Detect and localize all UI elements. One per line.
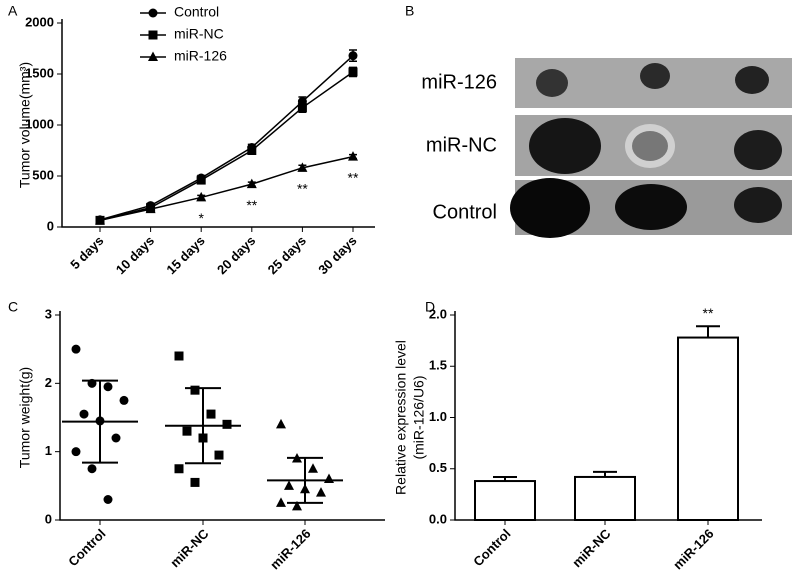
point — [348, 51, 358, 61]
x-tick-label: miR-126 — [670, 526, 716, 572]
point — [79, 409, 89, 419]
y-tick-label: 2 — [45, 375, 52, 390]
point — [119, 395, 129, 405]
y-tick-label: 0.0 — [429, 511, 447, 526]
bar — [474, 480, 536, 521]
y-tick-label: 2.0 — [429, 306, 447, 321]
point — [214, 450, 224, 460]
panel-label: D — [425, 299, 435, 315]
x-tick-label: 15 days — [163, 233, 207, 277]
point — [103, 382, 113, 392]
point — [196, 191, 207, 202]
panel-label: B — [405, 3, 414, 19]
point — [103, 495, 113, 504]
point — [174, 464, 184, 474]
x-tick-label: 25 days — [265, 233, 309, 277]
series-line — [99, 155, 354, 222]
legend-label: Control — [174, 4, 219, 20]
y-tick-label: 500 — [32, 167, 54, 182]
point — [308, 463, 318, 473]
y-tick-label: 0.5 — [429, 460, 447, 475]
x-tick-label: miR-NC — [167, 526, 212, 571]
sd-bar — [287, 456, 323, 504]
panel-label: C — [8, 299, 18, 315]
point — [222, 419, 232, 429]
point — [297, 103, 307, 113]
point — [190, 477, 200, 487]
point — [182, 426, 192, 436]
point — [145, 203, 156, 214]
bar — [574, 475, 636, 522]
bar — [677, 336, 739, 521]
y-axis-label: Tumor volume(mm³) — [17, 62, 33, 188]
point — [246, 178, 257, 189]
x-tick-label: 30 days — [315, 233, 359, 277]
point — [247, 146, 257, 155]
point — [276, 497, 286, 507]
legend-label: miR-NC — [174, 26, 224, 42]
row-label: miR-NC — [426, 134, 497, 156]
row-label: Control — [433, 201, 497, 223]
y-tick-label: 1 — [45, 443, 52, 458]
y-axis-label: Tumor weight(g) — [17, 367, 33, 468]
panel-label: A — [8, 3, 18, 19]
point — [297, 162, 308, 172]
point — [71, 344, 81, 354]
point — [87, 464, 97, 474]
point — [71, 447, 81, 457]
legend-marker — [148, 51, 158, 61]
x-tick-label: miR-126 — [267, 526, 313, 572]
y-tick-label: 1000 — [25, 116, 54, 131]
series-line — [99, 71, 354, 222]
point — [196, 175, 206, 185]
annotation: ** — [348, 169, 359, 185]
y-tick-label: 0 — [45, 511, 52, 526]
photo — [510, 58, 792, 238]
point — [206, 409, 216, 419]
series-line — [99, 55, 354, 221]
x-tick-label: 5 days — [67, 233, 106, 272]
y-tick-label: 1.5 — [429, 358, 447, 373]
x-tick-label: miR-NC — [569, 526, 614, 571]
sd-bar — [185, 387, 221, 465]
point — [284, 480, 294, 490]
x-tick-label: 10 days — [113, 233, 157, 277]
annotation: ** — [297, 181, 308, 197]
y-tick-label: 2000 — [25, 14, 54, 29]
legend-marker — [148, 8, 158, 18]
x-tick-label: Control — [65, 526, 108, 569]
point — [276, 418, 286, 429]
annotation: ** — [246, 197, 257, 213]
y-tick-label: 1500 — [25, 65, 54, 80]
point — [174, 351, 184, 361]
point — [95, 214, 105, 225]
point — [292, 500, 302, 511]
point — [348, 67, 358, 77]
error-bar — [696, 325, 720, 338]
point — [316, 487, 326, 497]
y-tick-label: 1.0 — [429, 409, 447, 424]
x-tick-label: 20 days — [214, 233, 258, 277]
legend-marker — [148, 30, 158, 40]
x-tick-label: Control — [470, 526, 513, 569]
y-axis-label: Relative expression level — [393, 340, 409, 495]
axis — [59, 311, 385, 521]
point — [190, 385, 200, 395]
y-axis-label: (miR-126/U6) — [411, 375, 427, 459]
sd-bar — [82, 379, 118, 464]
annotation: ** — [703, 305, 714, 321]
point — [111, 433, 121, 443]
y-tick-label: 0 — [47, 218, 54, 233]
row-label: miR-126 — [421, 71, 497, 93]
legend-label: miR-126 — [174, 48, 227, 64]
y-tick-label: 3 — [45, 306, 52, 321]
point — [348, 151, 358, 161]
annotation: * — [198, 210, 204, 226]
point — [324, 473, 334, 483]
